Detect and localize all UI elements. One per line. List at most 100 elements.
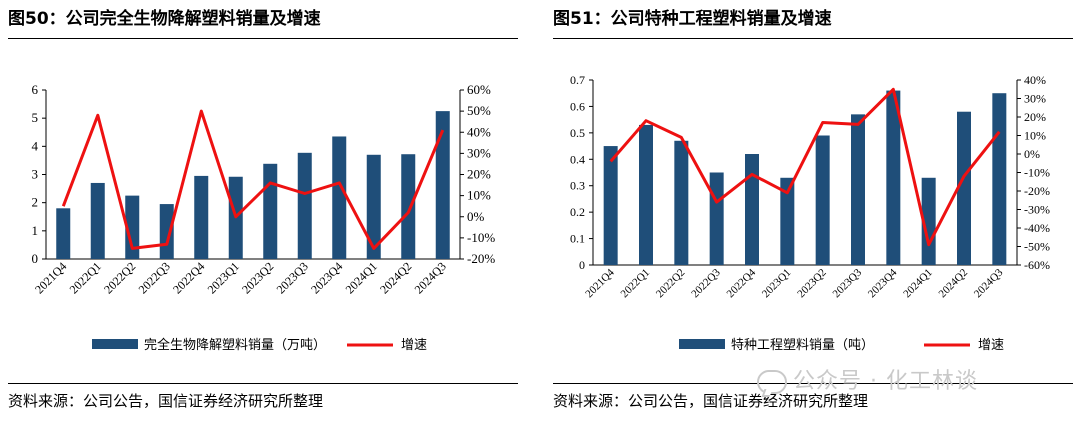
x-tick-label: 2023Q4 [308,259,345,296]
left-tick-label: 3 [32,167,39,182]
sales-bar [745,154,759,265]
sales-bar [435,111,450,259]
left-tick-label: 0 [32,251,39,266]
sales-bar [263,163,278,259]
watermark: 公众号 · 化工林谈 [757,363,978,395]
growth-rate-line [61,109,445,250]
left-tick-label: 0.2 [570,205,585,219]
sales-bar [780,177,795,265]
left-tick-label: 0.7 [570,73,585,87]
right-tick-label: -30% [1024,203,1050,217]
sales-bar [886,90,901,265]
x-tick-label: 2022Q2 [654,267,688,301]
left-tick-label: 0.1 [570,232,585,246]
x-tick-label: 2022Q1 [619,267,653,301]
x-tick-label: 2022Q4 [725,266,759,300]
sales-bar [851,114,865,265]
x-tick-label: 2022Q4 [170,259,207,296]
sales-bar [709,172,724,265]
left-tick-label: 0.5 [570,126,585,140]
sales-bar [297,152,312,259]
x-tick-label: 2023Q3 [274,259,311,296]
sales-bar [90,182,105,259]
sales-bar [992,93,1007,265]
x-tick-label: 2022Q3 [136,259,173,296]
source-rule [8,383,518,384]
title-rule [8,38,518,39]
sales-bar [194,175,209,259]
right-figure-panel: 图51：公司特种工程塑料销量及增速 0 0.1 0.2 0.3 0.4 0.5 0.6 0.7… [553,0,1073,426]
x-tick-label: 2024Q2 [377,259,414,296]
x-tick-label: 2024Q2 [937,267,971,301]
bio-plastic-sales-chart: 0123456-20%-10%0%10%20%30%40%50%60%2021Q… [32,82,496,353]
sales-bar [921,177,936,265]
x-tick-label: 2024Q1 [343,259,380,296]
legend-bar-swatch [679,339,725,349]
right-tick-label: 30% [1024,92,1046,106]
x-tick-label: 2024Q1 [901,267,935,301]
x-tick-label: 2024Q3 [412,259,449,296]
legend-line-label: 增速 [401,338,427,353]
right-tick-label: -10% [1024,166,1050,180]
right-tick-label: 60% [467,82,491,97]
legend-bar-label: 完全生物降解塑料销量（万吨） [144,337,326,353]
source-note: 资料来源：公司公告，国信证券经济研究所整理 [553,392,869,410]
figure-title: 图50：公司完全生物降解塑料销量及增速 [8,9,321,29]
left-tick-label: 0.3 [570,179,585,193]
right-tick-label: -10% [467,230,495,245]
right-tick-label: -20% [467,251,495,266]
sales-bar [674,140,689,265]
sales-bar [332,136,347,259]
x-tick-label: 2024Q3 [972,266,1006,300]
left-tick-label: 2 [32,195,39,210]
x-tick-label: 2023Q2 [239,259,276,296]
title-rule [553,38,1073,39]
x-tick-label: 2023Q1 [760,267,794,301]
sales-bar [125,195,140,259]
sales-bar [366,154,381,259]
right-tick-label: 50% [467,103,491,118]
left-tick-label: 6 [32,82,39,97]
left-figure-panel: 图50：公司完全生物降解塑料销量及增速 0 1 2 3 4 5 6 -20% -10% 0% 10%… [8,0,518,426]
left-tick-label: 4 [32,138,39,153]
legend-line-label: 增速 [978,338,1004,353]
figure-title: 图51：公司特种工程塑料销量及增速 [553,9,832,29]
right-tick-label: 30% [467,145,491,160]
right-tick-label: 40% [467,124,491,139]
engineering-plastic-sales-chart: 0 0.1 0.2 0.3 0.4 0.5 0.6 0.7 -60% -50% -40% -30% -2… [570,73,1050,353]
right-tick-label: 10% [467,188,491,203]
watermark-text: 公众号 · 化工林谈 [793,369,978,394]
x-tick-label: 2023Q2 [795,267,829,301]
legend-bar-label: 特种工程塑料销量（吨） [731,338,874,353]
source-rule [553,383,1073,384]
x-tick-label: 2023Q4 [866,266,900,300]
right-tick-label: 20% [467,167,491,182]
x-tick-label: 2021Q4 [583,266,617,300]
sales-bar [401,154,416,259]
sales-bar [957,111,971,265]
x-tick-label: 2022Q1 [67,259,104,296]
right-tick-label: 0% [467,209,485,224]
x-tick-label: 2022Q3 [689,266,723,300]
right-tick-label: -60% [1024,258,1050,272]
sales-bar [603,146,618,265]
source-note: 资料来源：公司公告，国信证券经济研究所整理 [8,392,324,410]
right-tick-label: -20% [1024,184,1050,198]
left-tick-label: 1 [32,223,39,238]
sales-bar [815,135,830,265]
x-tick-label: 2023Q3 [831,266,865,300]
x-tick-label: 2023Q1 [205,259,242,296]
growth-rate-line [609,87,1001,247]
left-tick-label: 5 [32,110,39,125]
legend-bar-swatch [92,339,138,349]
left-tick-label: 0.6 [570,99,585,113]
left-tick-label: 0.4 [570,152,585,166]
right-tick-label: 20% [1024,110,1046,124]
sales-bar [56,208,71,259]
right-tick-label: -40% [1024,221,1050,235]
right-tick-label: 10% [1024,129,1046,143]
left-tick-label: 0 [579,258,585,272]
chat-bubble-icon [757,370,787,394]
right-tick-label: 0% [1024,147,1040,161]
right-tick-label: -50% [1024,240,1050,254]
